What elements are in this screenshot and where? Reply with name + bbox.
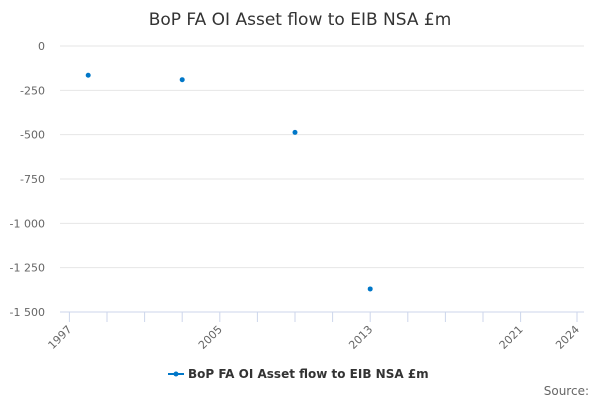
y-tick-label: 0 [38, 40, 45, 53]
x-tick-label: 2005 [196, 323, 225, 352]
x-tick-label: 2021 [497, 323, 526, 352]
x-tick-label: 2013 [346, 323, 375, 352]
data-point[interactable] [367, 286, 373, 292]
legend[interactable]: BoP FA OI Asset flow to EIB NSA £m [168, 367, 429, 381]
y-tick-label: -750 [20, 173, 45, 186]
y-tick-label: -250 [20, 84, 45, 97]
chart-title: BoP FA OI Asset flow to EIB NSA £m [149, 10, 452, 30]
y-tick-label: -500 [20, 129, 45, 142]
source-credit: Source: [544, 384, 589, 398]
y-tick-label: -1 000 [10, 217, 45, 230]
y-tick-label: -1 250 [10, 262, 45, 275]
data-point[interactable] [292, 129, 298, 135]
legend-marker [173, 371, 179, 377]
y-tick-label: -1 500 [10, 306, 45, 319]
x-tick-label: 2024 [553, 323, 582, 352]
data-point[interactable] [85, 72, 91, 78]
x-tick-label: 1997 [46, 323, 75, 352]
data-point[interactable] [179, 77, 185, 83]
legend-label[interactable]: BoP FA OI Asset flow to EIB NSA £m [188, 367, 429, 381]
